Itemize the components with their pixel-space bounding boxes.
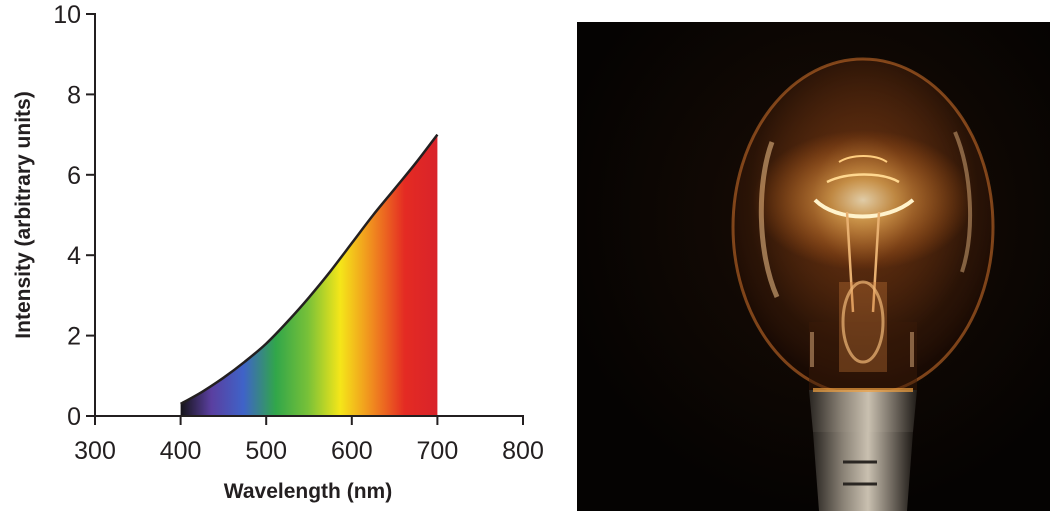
y-axis-title: Intensity (arbitrary units) xyxy=(12,91,35,338)
x-tick-label: 300 xyxy=(74,437,116,465)
intensity-curve xyxy=(179,133,439,405)
y-tick-label: 4 xyxy=(67,242,81,270)
x-tick-label: 800 xyxy=(502,437,544,465)
x-axis-title: Wavelength (nm) xyxy=(224,480,392,503)
spectrum-chart: 300 400 500 600 700 800 0 2 4 6 8 10 Wavelength (nm… xyxy=(12,1,544,503)
y-tick-label: 8 xyxy=(67,81,81,109)
x-tick-label: 500 xyxy=(245,437,287,465)
light-bulb-illustration xyxy=(577,22,1050,511)
y-tick-label: 2 xyxy=(67,323,81,351)
spectrum-area xyxy=(180,134,438,416)
y-tick-label: 10 xyxy=(53,1,81,29)
light-bulb-photo xyxy=(577,22,1050,511)
axes: 300 400 500 600 700 800 0 2 4 6 8 10 xyxy=(53,1,544,465)
y-tick-label: 6 xyxy=(67,162,81,190)
x-tick-label: 400 xyxy=(160,437,202,465)
y-tick-label: 0 xyxy=(67,403,81,431)
x-tick-label: 600 xyxy=(331,437,373,465)
x-tick-label: 700 xyxy=(417,437,459,465)
plot-area xyxy=(179,133,439,416)
